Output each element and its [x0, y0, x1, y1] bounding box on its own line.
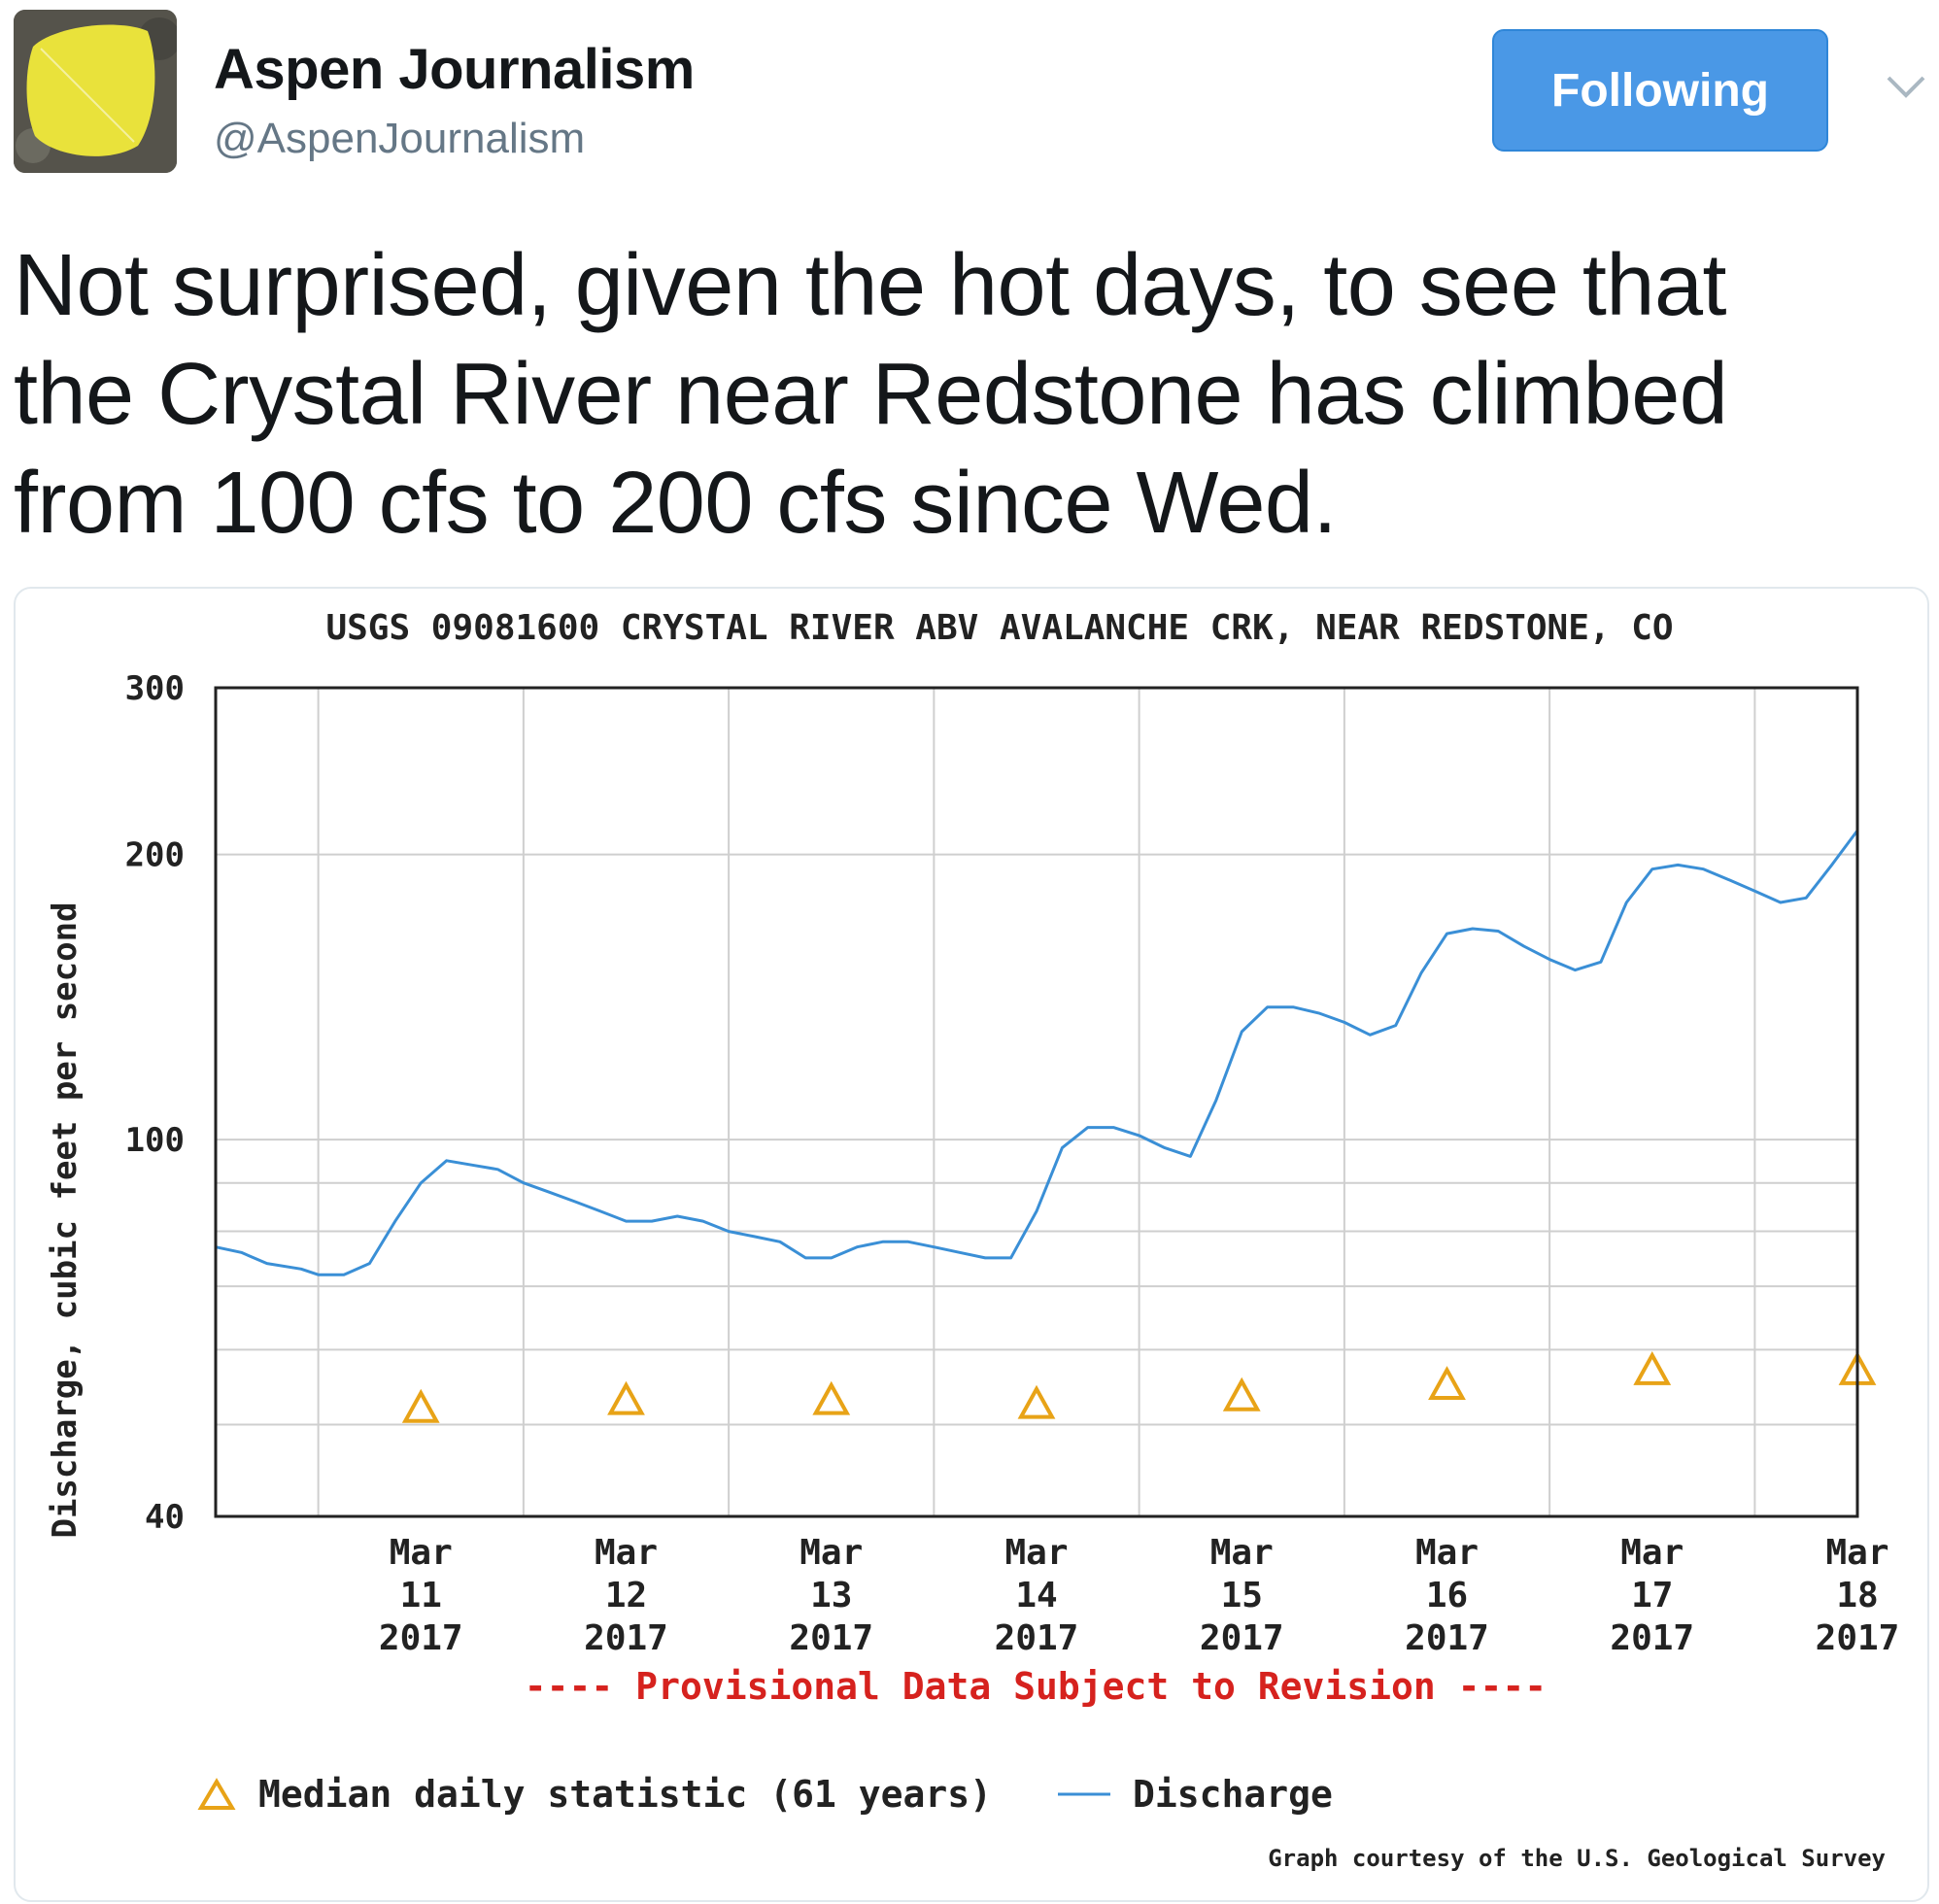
chart-series — [215, 830, 1877, 1423]
tweet-media-chart[interactable]: USGS 09081600 CRYSTAL RIVER ABV AVALANCH… — [14, 587, 1929, 1902]
aspen-leaf-icon — [14, 10, 177, 173]
y-tick-label: 40 — [145, 1498, 185, 1537]
x-tick-label: 2017 — [1816, 1618, 1900, 1658]
provisional-note: ---- Provisional Data Subject to Revisio… — [525, 1665, 1547, 1708]
y-tick-label: 200 — [125, 836, 185, 875]
x-tick-label: Mar — [390, 1533, 453, 1573]
legend-median-label: Median daily statistic (61 years) — [258, 1773, 992, 1816]
x-tick-label: 17 — [1631, 1576, 1673, 1615]
median-marker — [812, 1380, 851, 1415]
x-tick-label: 14 — [1015, 1576, 1057, 1615]
chevron-down-icon[interactable] — [1885, 72, 1927, 101]
x-tick-label: 2017 — [995, 1618, 1079, 1658]
x-tick-label: Mar — [799, 1533, 863, 1573]
x-tick-label: Mar — [595, 1533, 658, 1573]
x-tick-label: 2017 — [584, 1618, 668, 1658]
legend-discharge-label: Discharge — [1133, 1773, 1333, 1816]
user-handle[interactable]: @AspenJournalism — [214, 115, 586, 162]
x-tick-label: 16 — [1426, 1576, 1468, 1615]
chart-title: USGS 09081600 CRYSTAL RIVER ABV AVALANCH… — [325, 608, 1673, 648]
y-tick-label: 300 — [125, 669, 185, 708]
median-marker — [1428, 1366, 1466, 1400]
tweet-text-line: Not surprised, given the hot days, to se… — [14, 237, 1727, 334]
median-marker — [401, 1388, 440, 1423]
median-marker — [1633, 1350, 1672, 1385]
x-tick-label: Mar — [1210, 1533, 1274, 1573]
x-tick-label: 13 — [810, 1576, 852, 1615]
x-tick-label: Mar — [1825, 1533, 1888, 1573]
x-tick-label: 2017 — [1405, 1618, 1489, 1658]
y-axis-ticks: 300 200 100 40 — [125, 669, 185, 1537]
display-name[interactable]: Aspen Journalism — [214, 38, 695, 101]
x-axis-ticks: Mar112017Mar122017Mar132017Mar142017Mar1… — [379, 1533, 1899, 1658]
x-tick-label: 12 — [605, 1576, 647, 1615]
median-marker — [1222, 1377, 1261, 1411]
x-tick-label: 2017 — [1610, 1618, 1694, 1658]
tweet-text: Not surprised, given the hot days, to se… — [14, 231, 1918, 558]
plot-frame — [214, 686, 1859, 1518]
legend-median-marker — [197, 1778, 236, 1810]
x-tick-label: 2017 — [789, 1618, 873, 1658]
x-tick-label: 18 — [1836, 1576, 1878, 1615]
chart-credit: Graph courtesy of the U.S. Geological Su… — [1268, 1845, 1886, 1872]
x-tick-label: Mar — [1004, 1533, 1068, 1573]
tweet-text-line: from 100 cfs to 200 cfs since Wed. — [14, 455, 1337, 552]
y-tick-label: 100 — [125, 1121, 185, 1160]
x-tick-label: Mar — [1415, 1533, 1479, 1573]
tweet-text-line: the Crystal River near Redstone has clim… — [14, 346, 1728, 443]
following-button[interactable]: Following — [1492, 29, 1828, 152]
avatar[interactable] — [14, 10, 177, 173]
x-tick-label: 2017 — [1200, 1618, 1284, 1658]
discharge-line — [215, 830, 1859, 1276]
chart-legend: Median daily statistic (61 years) Discha… — [197, 1773, 1333, 1816]
y-axis-label: Discharge, cubic feet per second — [46, 901, 85, 1538]
median-marker — [1017, 1384, 1056, 1419]
discharge-chart: USGS 09081600 CRYSTAL RIVER ABV AVALANCH… — [46, 608, 1899, 1872]
median-marker — [607, 1380, 645, 1415]
x-tick-label: 15 — [1221, 1576, 1263, 1615]
x-tick-label: Mar — [1620, 1533, 1684, 1573]
x-tick-label: 11 — [400, 1576, 442, 1615]
x-tick-label: 2017 — [379, 1618, 463, 1658]
